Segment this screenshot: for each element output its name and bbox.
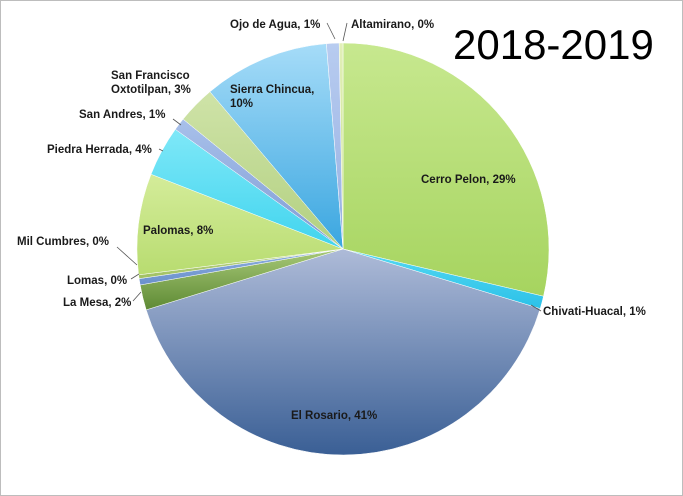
chart-title: 2018-2019 bbox=[453, 21, 654, 68]
pie-slice-el-rosario bbox=[145, 248, 541, 456]
leader-line bbox=[342, 22, 348, 42]
slice-label-chivati-huacal: Chivati-Huacal, 1% bbox=[543, 306, 646, 318]
slice-label-mil-cumbres: Mil Cumbres, 0% bbox=[17, 236, 109, 248]
leader-line bbox=[326, 22, 336, 40]
slice-label-san-andres: San Andres, 1% bbox=[79, 109, 166, 121]
slice-label-palomas: Palomas, 8% bbox=[143, 225, 213, 237]
leader-line bbox=[158, 148, 164, 152]
slice-label-lomas: Lomas, 0% bbox=[67, 275, 127, 287]
slice-label-line: San Francisco bbox=[111, 70, 190, 82]
slice-label-sierra-chincua: Sierra Chincua, 10% bbox=[230, 84, 314, 110]
slice-label-el-rosario: El Rosario, 41% bbox=[291, 410, 377, 422]
slice-label-line: Sierra Chincua, bbox=[230, 84, 314, 96]
slice-label-piedra-herrada: Piedra Herrada, 4% bbox=[47, 144, 152, 156]
leader-line bbox=[172, 118, 182, 126]
slice-label-la-mesa: La Mesa, 2% bbox=[63, 297, 131, 309]
slice-label-ojo-de-agua: Ojo de Agua, 1% bbox=[230, 19, 320, 31]
slice-label-line: Oxtotilpan, 3% bbox=[111, 84, 191, 96]
leader-line bbox=[530, 304, 542, 312]
pie-slice-palomas bbox=[136, 173, 344, 276]
slice-label-altamirano: Altamirano, 0% bbox=[351, 19, 434, 31]
pie-slice-altamirano bbox=[338, 42, 344, 250]
pie-slice-cerro-pelon bbox=[342, 42, 550, 297]
slice-label-cerro-pelon: Cerro Pelon, 29% bbox=[421, 174, 516, 186]
leader-line bbox=[132, 291, 142, 302]
slice-label-line: 10% bbox=[230, 98, 253, 110]
leader-line bbox=[130, 273, 140, 280]
slice-label-san-francisco-oxtotilpan: San Francisco Oxtotilpan, 3% bbox=[111, 70, 191, 96]
leader-line bbox=[116, 246, 138, 266]
pie-slice-sierra-chincua bbox=[209, 43, 344, 250]
